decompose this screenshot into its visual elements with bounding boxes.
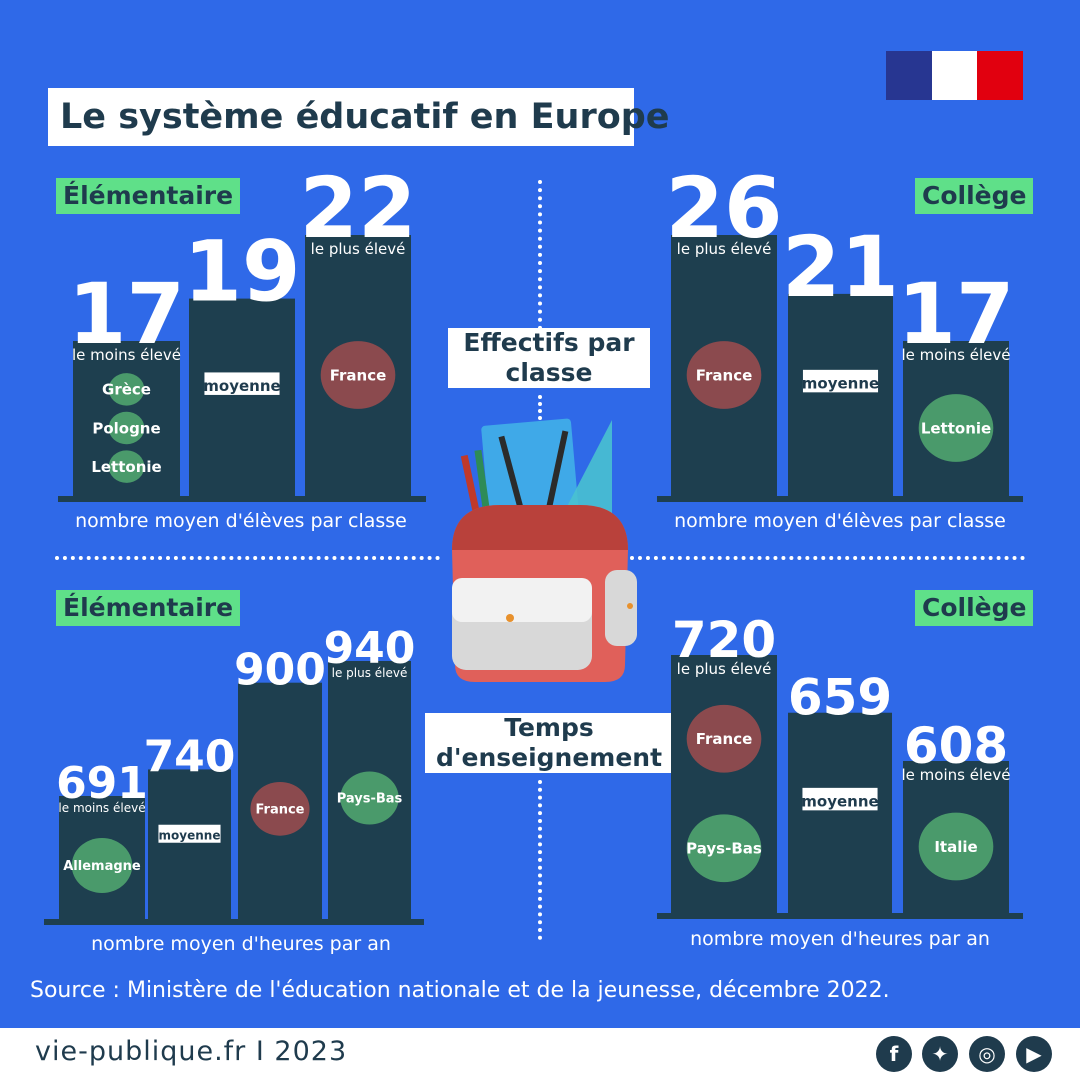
france-map-icon	[320, 341, 396, 409]
rank-label: le plus élevé	[677, 240, 772, 258]
backpack-illustration	[452, 418, 637, 682]
grece-map-icon	[108, 373, 145, 406]
marianne-icon	[932, 51, 977, 100]
italie-map-icon	[918, 812, 994, 881]
level-tag-elementaire-bottom: Élémentaire	[56, 590, 241, 626]
flag-red-stripe	[977, 51, 1023, 100]
country-label-pologne: Pologne	[92, 419, 160, 437]
mean-badge	[204, 372, 280, 395]
mean-badge	[158, 824, 221, 843]
divider-vertical-top	[538, 180, 542, 330]
mean-badge	[802, 369, 879, 393]
country-label-allemagne: Allemagne	[63, 859, 141, 874]
country-label-pays-bas: Pays-Bas	[337, 792, 403, 807]
axis-line	[657, 913, 1023, 919]
bar-659	[788, 712, 892, 913]
mean-badge	[802, 787, 878, 811]
instagram-icon[interactable]: ◎	[969, 1036, 1005, 1072]
country-label-france: France	[696, 730, 753, 748]
value-label: 659	[788, 669, 892, 727]
value-label: 691	[56, 758, 148, 809]
xlabel-effectifs-elementaire: nombre moyen d'élèves par classe	[75, 510, 407, 532]
mean-label: moyenne	[203, 377, 280, 395]
value-label: 720	[672, 611, 776, 669]
france-map-icon	[686, 704, 762, 773]
flag-blue-stripe	[886, 51, 932, 100]
axis-line	[58, 496, 426, 502]
axis-line	[44, 919, 424, 925]
country-label-grece: Grèce	[102, 381, 151, 399]
axis-line	[657, 496, 1023, 502]
pays-bas-map-icon	[340, 771, 399, 825]
mean-label: moyenne	[159, 829, 221, 843]
value-label: 26	[666, 159, 783, 257]
page-title: Le système éducatif en Europe	[48, 88, 670, 146]
bar-19	[189, 298, 295, 496]
section-title-temps: Temps d'enseignement	[425, 713, 673, 773]
country-label-italie: Italie	[934, 838, 977, 856]
divider-horizontal-right	[630, 556, 1025, 560]
site-credit: vie-publique.fr I 2023	[35, 1036, 348, 1067]
value-label: 740	[144, 731, 236, 782]
level-tag-college-bottom: Collège	[915, 590, 1034, 626]
value-label: 22	[300, 159, 417, 257]
source-note: Source : Ministère de l'éducation nation…	[30, 978, 890, 1003]
country-label-france: France	[330, 366, 387, 384]
facebook-icon[interactable]: f	[876, 1036, 912, 1072]
divider-vertical-bottom	[538, 780, 542, 940]
rank-label: le moins élevé	[902, 766, 1011, 784]
divider-horizontal-left	[55, 556, 440, 560]
value-label: 17	[898, 265, 1015, 363]
rank-label: le moins élevé	[72, 346, 181, 364]
country-label-pays-bas: Pays-Bas	[686, 840, 762, 858]
rank-label: le moins élevé	[902, 346, 1011, 364]
twitter-icon[interactable]: ✦	[922, 1036, 958, 1072]
lettonie-map-icon	[108, 450, 145, 483]
bar-740	[148, 769, 231, 919]
rank-label: le plus élevé	[311, 240, 406, 258]
country-label-lettonie: Lettonie	[91, 458, 161, 476]
xlabel-temps-college: nombre moyen d'heures par an	[690, 928, 990, 950]
divider-vertical-mid	[538, 395, 542, 420]
youtube-icon[interactable]: ▶	[1016, 1036, 1052, 1072]
mean-label: moyenne	[801, 793, 878, 811]
value-label: 21	[782, 218, 899, 316]
value-label: 19	[184, 223, 301, 321]
level-tag-elementaire-top: Élémentaire	[56, 178, 241, 214]
bar-21	[788, 293, 893, 496]
value-label: 900	[234, 645, 326, 696]
value-label: 17	[68, 265, 185, 363]
country-label-france: France	[696, 366, 753, 384]
french-republic-logo	[886, 51, 1023, 100]
allemagne-map-icon	[71, 837, 133, 894]
value-label: 940	[324, 623, 416, 674]
rank-label: le moins élevé	[58, 801, 145, 815]
country-label-lettonie: Lettonie	[921, 419, 991, 437]
france-map-icon	[250, 781, 310, 836]
rank-label: le plus élevé	[332, 666, 408, 680]
lettonie-map-icon	[918, 394, 994, 462]
xlabel-effectifs-college: nombre moyen d'élèves par classe	[674, 510, 1006, 532]
france-map-icon	[686, 341, 762, 409]
section-title-effectifs: Effectifs par classe	[448, 328, 650, 388]
value-label: 608	[904, 717, 1008, 775]
pays-bas-map-icon	[686, 814, 762, 883]
country-label-france: France	[255, 802, 304, 817]
pologne-map-icon	[108, 411, 145, 445]
rank-label: le plus élevé	[677, 660, 772, 678]
xlabel-temps-elementaire: nombre moyen d'heures par an	[91, 933, 391, 955]
mean-label: moyenne	[802, 375, 879, 393]
level-tag-college-top: Collège	[915, 178, 1034, 214]
